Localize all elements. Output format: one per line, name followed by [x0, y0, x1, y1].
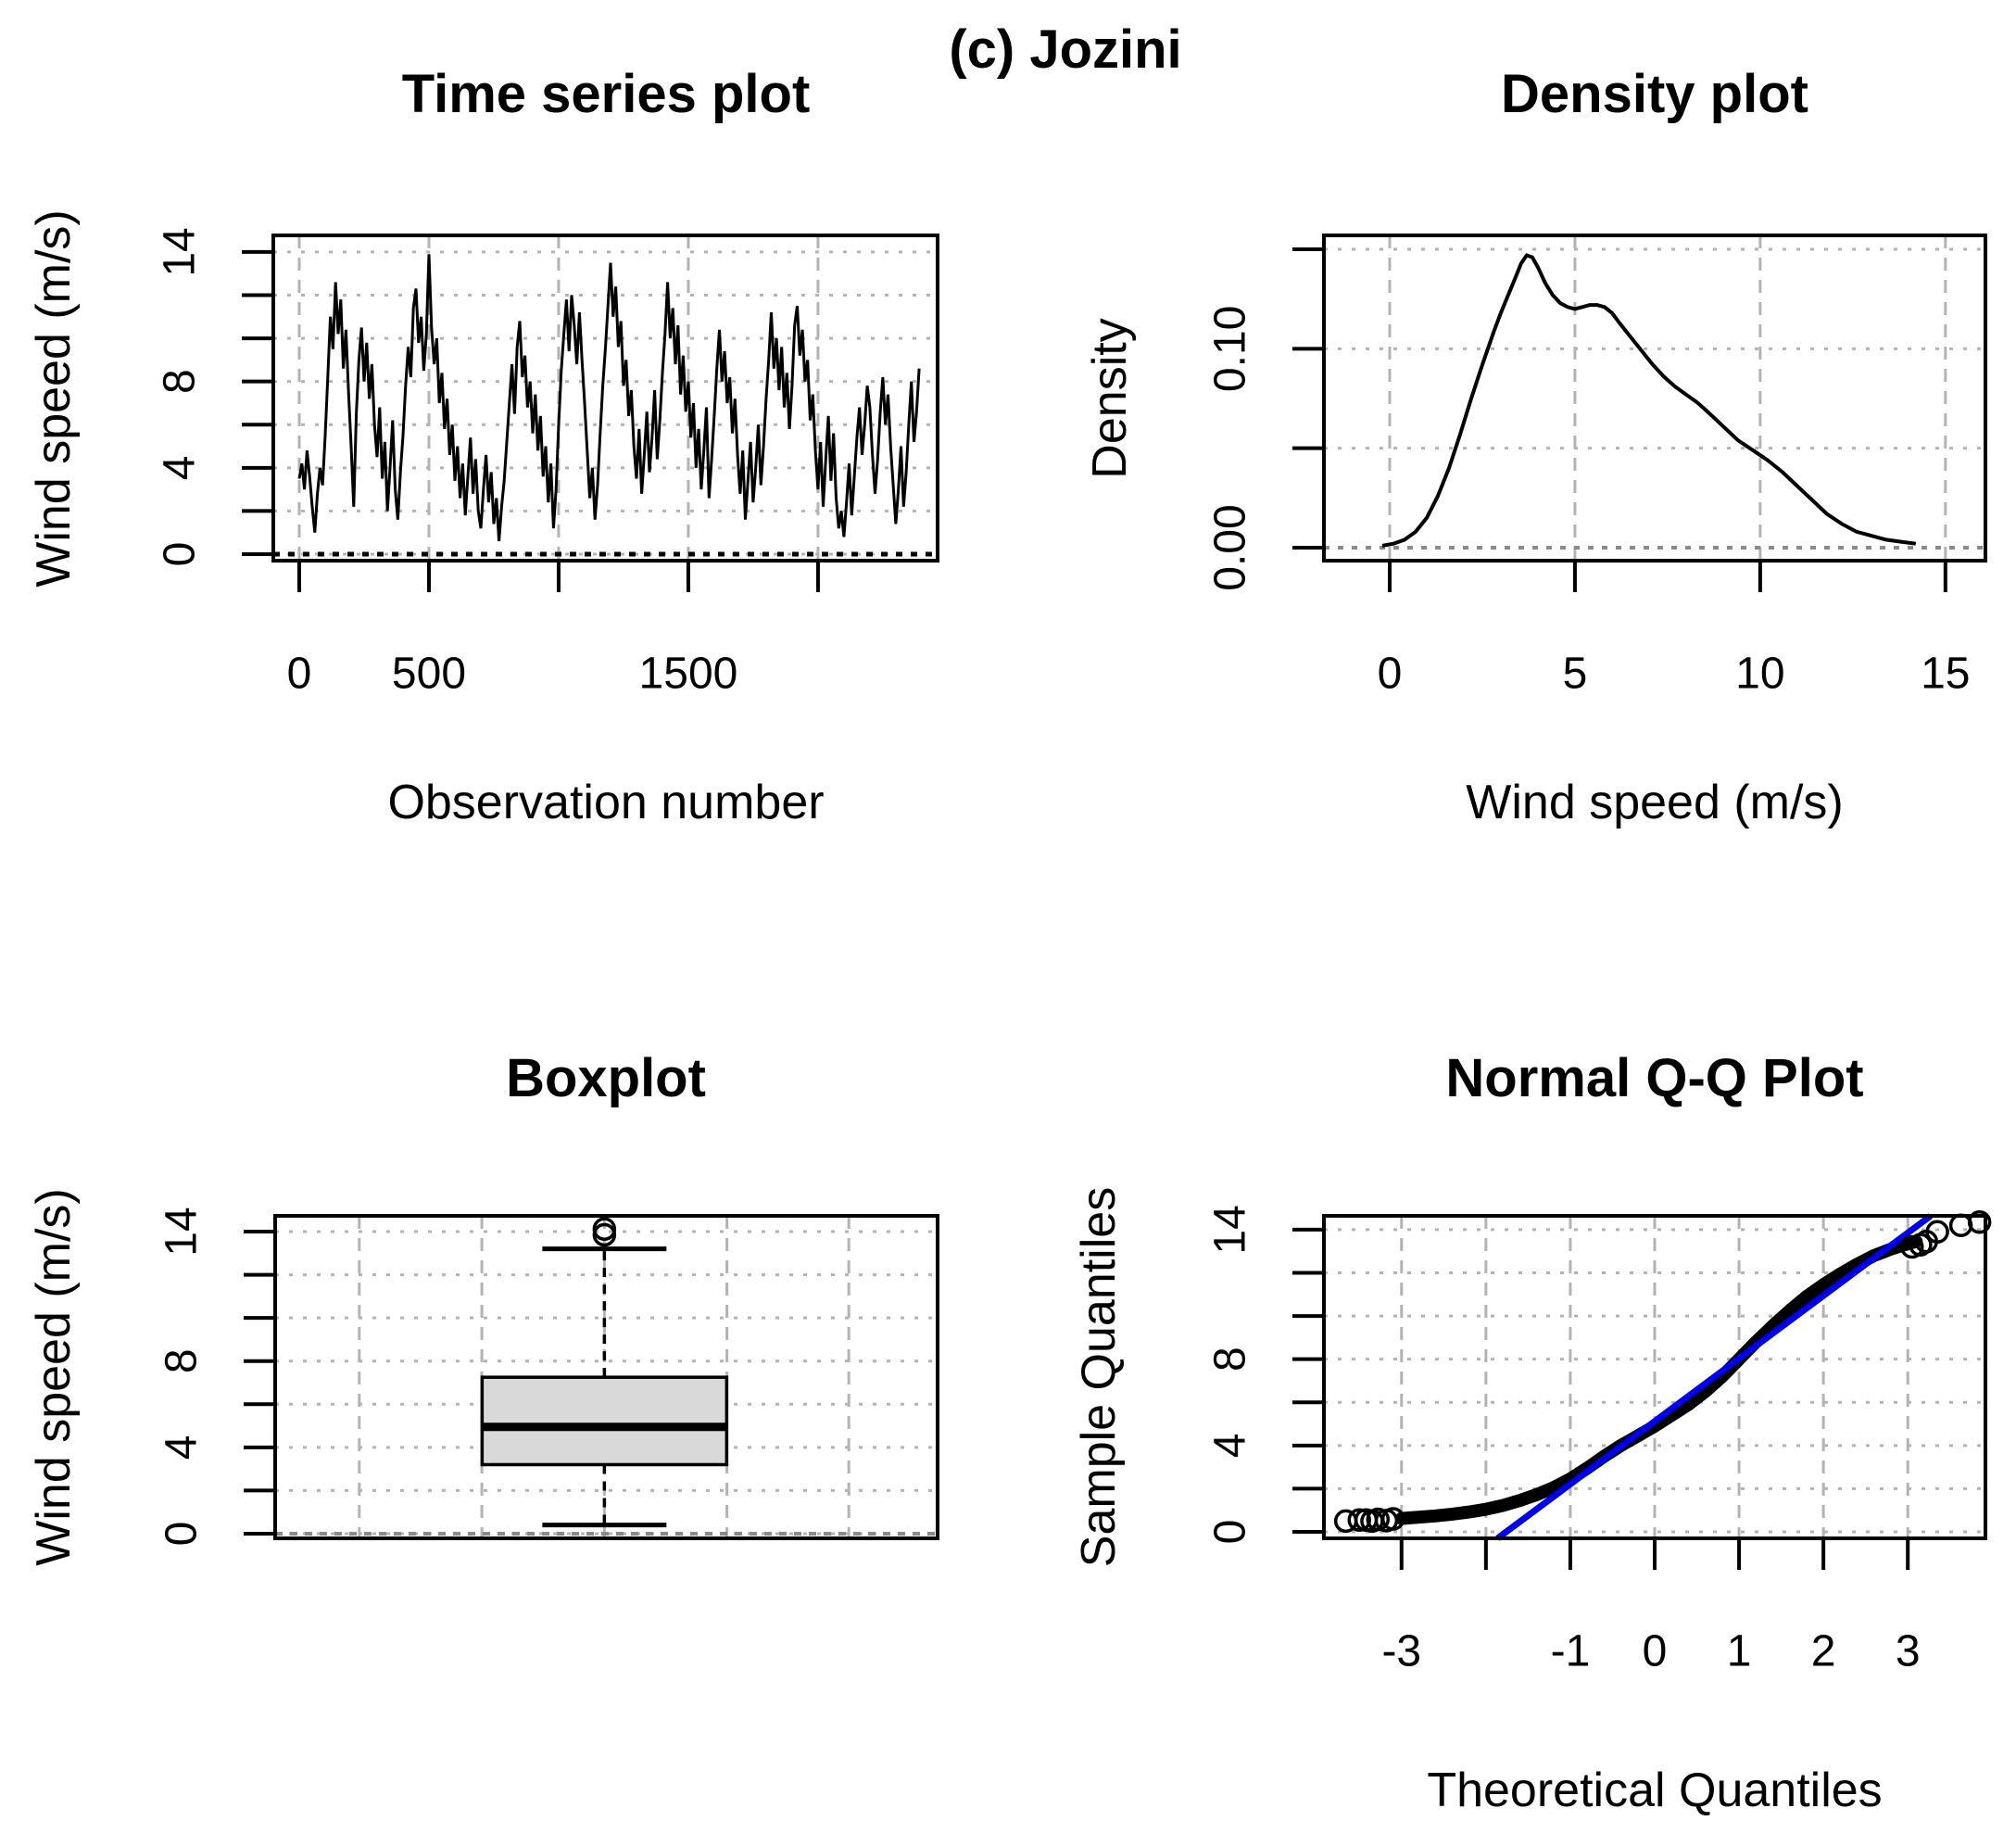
- y-tick-label: 8: [158, 1348, 207, 1373]
- y-tick-label: 14: [158, 1207, 207, 1256]
- y-tick-label: 14: [156, 227, 205, 276]
- y-tick-label: 0: [158, 1522, 207, 1547]
- qq-x-axis-title: Theoretical Quantiles: [1427, 1764, 1883, 1817]
- iqr-box: [480, 1375, 729, 1467]
- density-x-axis-title: Wind speed (m/s): [1466, 776, 1844, 829]
- figure-title: (c) Jozini: [949, 19, 1182, 80]
- y-tick-label: 4: [156, 455, 205, 480]
- qq-title: Normal Q-Q Plot: [1445, 1048, 1864, 1108]
- y-tick-label: 4: [158, 1435, 207, 1460]
- x-tick-label: 5: [1563, 650, 1588, 699]
- x-tick-label: 15: [1921, 650, 1970, 699]
- boxplot-y-axis-title: Wind speed (m/s): [27, 1188, 81, 1566]
- qq-tail-point: [1925, 1220, 1949, 1244]
- y-tick-label: 4: [1206, 1433, 1255, 1458]
- y-tick-label: 0.10: [1206, 306, 1255, 392]
- qq-reference-line: [1495, 1213, 1934, 1541]
- x-tick-label: 500: [392, 650, 466, 699]
- qq-tail-point: [1967, 1210, 1992, 1234]
- plot-box: [271, 234, 939, 563]
- timeseries-title: Time series plot: [401, 64, 811, 124]
- x-tick-label: 0: [1378, 650, 1403, 699]
- x-tick-label: -1: [1551, 1627, 1591, 1676]
- y-tick-label: 0.00: [1206, 504, 1255, 590]
- density-y-axis-title: Density: [1083, 318, 1137, 479]
- x-tick-label: -3: [1381, 1627, 1421, 1676]
- qq-tail-point: [1366, 1507, 1391, 1532]
- qq-tail-point: [1948, 1213, 1973, 1237]
- plot-box: [273, 1214, 939, 1540]
- timeseries-line: [297, 254, 921, 542]
- timeseries-x-axis-title: Observation number: [387, 776, 825, 829]
- x-tick-label: 10: [1735, 650, 1784, 699]
- qq-tail-point: [1380, 1507, 1405, 1531]
- x-tick-label: 2: [1811, 1627, 1836, 1676]
- y-tick-label: 0: [1206, 1520, 1255, 1545]
- y-tick-label: 14: [1206, 1205, 1255, 1254]
- y-tick-label: 0: [156, 542, 205, 567]
- x-tick-label: 1500: [639, 650, 738, 699]
- x-tick-label: 1: [1727, 1627, 1752, 1676]
- x-tick-label: 3: [1896, 1627, 1921, 1676]
- timeseries-y-axis-title: Wind speed (m/s): [27, 209, 81, 588]
- qq-tail-point: [1347, 1508, 1371, 1532]
- density-curve: [1381, 253, 1917, 548]
- plot-box: [1322, 234, 1987, 563]
- boxplot-title: Boxplot: [506, 1048, 706, 1108]
- outlier-point: [592, 1217, 617, 1241]
- y-tick-label: 8: [156, 369, 205, 394]
- qq-y-axis-title: Sample Quantiles: [1072, 1186, 1126, 1568]
- x-tick-label: 0: [1643, 1627, 1668, 1676]
- x-tick-label: 0: [287, 650, 312, 699]
- density-title: Density plot: [1501, 64, 1808, 124]
- y-tick-label: 8: [1206, 1347, 1255, 1372]
- qq-sample-band: [1394, 1234, 1923, 1525]
